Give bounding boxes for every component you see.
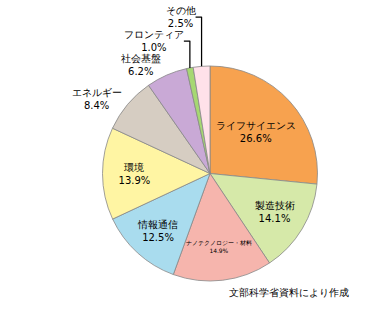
- svg-text:フロンティア1.0%: フロンティア1.0%: [124, 29, 184, 53]
- svg-text:エネルギー8.4%: エネルギー8.4%: [72, 87, 122, 111]
- svg-text:環境13.9%: 環境13.9%: [119, 162, 151, 186]
- svg-text:文部科学省資料により作成: 文部科学省資料により作成: [229, 287, 349, 298]
- svg-text:ライフサイエンス26.6%: ライフサイエンス26.6%: [216, 120, 296, 144]
- svg-text:ナノテクノロジー・材料14.9%: ナノテクノロジー・材料14.9%: [186, 239, 252, 254]
- svg-text:社会基盤6.2%: 社会基盤6.2%: [121, 53, 161, 77]
- svg-text:その他2.5%: その他2.5%: [166, 5, 196, 29]
- svg-text:製造技術14.1%: 製造技術14.1%: [255, 200, 295, 224]
- svg-text:情報通信12.5%: 情報通信12.5%: [137, 219, 178, 243]
